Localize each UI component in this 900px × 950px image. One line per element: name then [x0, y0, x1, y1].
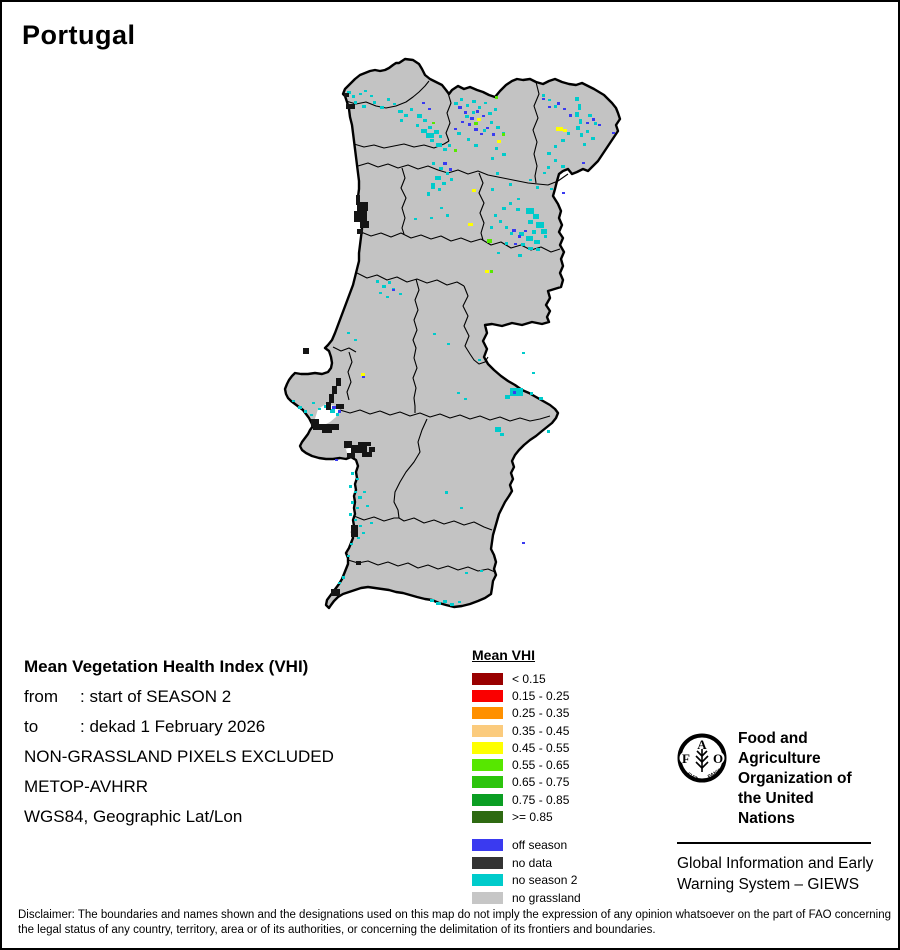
legend-row: 0.65 - 0.75 [472, 774, 642, 791]
svg-text:A: A [697, 737, 707, 752]
legend-label: 0.75 - 0.85 [512, 792, 570, 807]
legend-swatch [472, 689, 503, 702]
legend-row: 0.45 - 0.55 [472, 739, 642, 756]
legend-label: 0.15 - 0.25 [512, 688, 570, 703]
info-row-to: to : dekad 1 February 2026 [24, 712, 464, 742]
legend-row: 0.15 - 0.25 [472, 687, 642, 704]
legend-row: no data [472, 854, 642, 872]
fao-divider [677, 842, 871, 844]
portugal-map [283, 57, 622, 610]
map-data-pixels [292, 90, 615, 606]
legend-label: 0.55 - 0.65 [512, 758, 570, 773]
legend-row: 0.25 - 0.35 [472, 705, 642, 722]
legend-swatch [472, 724, 503, 737]
legend-swatch [472, 891, 503, 904]
info-label: to [24, 717, 39, 736]
country-outline [283, 57, 622, 610]
legend-label: < 0.15 [512, 671, 546, 686]
legend-title: Mean VHI [472, 647, 536, 663]
legend-swatch [472, 672, 503, 685]
page-title: Portugal [22, 20, 136, 50]
legend-extra-classes: off season no data no season 2 no grassland [472, 837, 642, 907]
legend-label: 0.65 - 0.75 [512, 775, 570, 790]
svg-text:FIAT: FIAT [686, 772, 698, 783]
legend-swatch [472, 707, 503, 720]
legend-label: no data [512, 855, 553, 870]
fao-block: A F O FIAT PANIS Food and Agriculture Or… [677, 729, 873, 895]
info-value: WGS84, Geographic Lat/Lon [24, 807, 243, 826]
legend-row: < 0.15 [472, 670, 642, 687]
info-value: METOP-AVHRR [24, 777, 149, 796]
svg-text:O: O [713, 751, 723, 766]
info-row-from: from : start of SEASON 2 [24, 682, 464, 712]
info-value: NON-GRASSLAND PIXELS EXCLUDED [24, 747, 334, 766]
info-row-sensor: METOP-AVHRR [24, 772, 464, 802]
legend: Mean VHI < 0.15 0.15 - 0.25 0.25 - 0.35 0.3… [472, 647, 642, 907]
legend-label: 0.25 - 0.35 [512, 706, 570, 721]
legend-label: no season 2 [512, 873, 578, 888]
info-row-projection: WGS84, Geographic Lat/Lon [24, 802, 464, 832]
info-value: : start of SEASON 2 [80, 687, 232, 706]
legend-swatch [472, 856, 503, 869]
legend-row: off season [472, 837, 642, 855]
legend-swatch [472, 811, 503, 824]
info-title: Mean Vegetation Health Index (VHI) [24, 657, 309, 676]
legend-swatch [472, 759, 503, 772]
legend-swatch [472, 741, 503, 754]
disclaimer-text: Disclaimer: The boundaries and names sho… [18, 909, 892, 936]
fao-org-name: Food and Agriculture Organization of the… [738, 730, 852, 827]
legend-swatch [472, 793, 503, 806]
info-label: from [24, 687, 58, 706]
svg-text:F: F [682, 751, 690, 766]
district-boundaries [332, 80, 569, 573]
giews-label: Global Information and Early Warning Sys… [677, 855, 874, 893]
legend-label: off season [512, 838, 568, 853]
legend-label: >= 0.85 [512, 810, 553, 825]
legend-label: 0.35 - 0.45 [512, 723, 570, 738]
legend-vhi-classes: < 0.15 0.15 - 0.25 0.25 - 0.35 0.35 - 0.45 0… [472, 670, 642, 826]
legend-swatch [472, 776, 503, 789]
legend-row: no grassland [472, 889, 642, 907]
legend-swatch [472, 874, 503, 887]
map-info-block: Mean Vegetation Health Index (VHI) from:… [24, 652, 464, 832]
info-value: : dekad 1 February 2026 [80, 717, 266, 736]
fao-logo-icon: A F O FIAT PANIS [677, 733, 727, 783]
legend-label: 0.45 - 0.55 [512, 740, 570, 755]
legend-row: no season 2 [472, 872, 642, 890]
info-row-pixels: NON-GRASSLAND PIXELS EXCLUDED [24, 742, 464, 772]
legend-label: no grassland [512, 890, 581, 905]
legend-row: 0.75 - 0.85 [472, 791, 642, 808]
legend-row: >= 0.85 [472, 808, 642, 825]
legend-row: 0.55 - 0.65 [472, 756, 642, 773]
legend-row: 0.35 - 0.45 [472, 722, 642, 739]
legend-swatch [472, 839, 503, 852]
